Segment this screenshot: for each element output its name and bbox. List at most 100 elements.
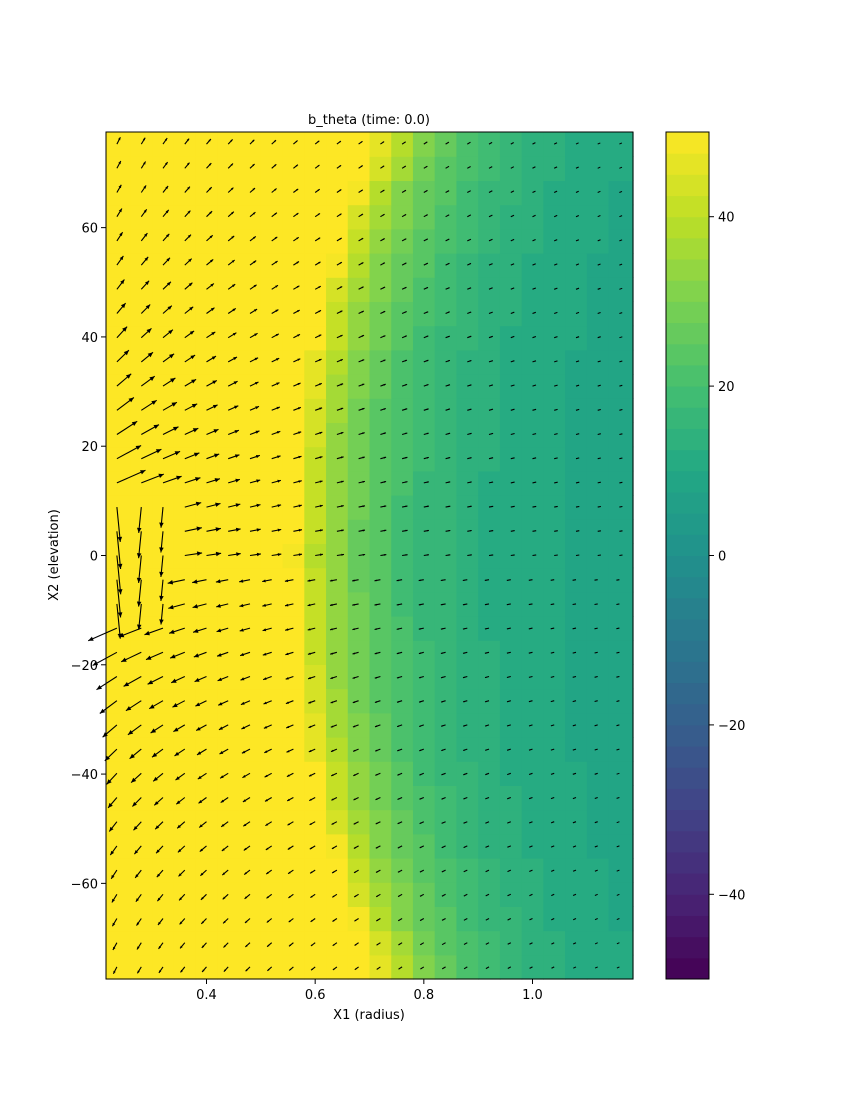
quiver-arrowhead [319,407,323,410]
colorbar-bands [666,132,709,980]
quiver-arrowhead [360,141,363,143]
heatmap-cell [586,737,610,762]
heatmap-cell [434,882,458,907]
quiver-arrowhead [154,801,159,806]
quiver-arrow [554,360,558,363]
quiver-arrowhead [360,165,363,168]
heatmap-cell [369,833,392,859]
quiver-arrow [619,457,623,460]
quiver-arrowhead [469,311,472,314]
heatmap-cell [195,761,218,786]
colorbar-band [666,767,709,789]
quiver-arrowhead [470,554,472,556]
quiver-arrowhead [491,505,494,508]
quiver-arrow [594,942,598,945]
quiver-arrowhead [275,285,278,288]
quiver-arrow [575,481,580,484]
quiver-arrow [507,918,512,921]
x-tick-label: 0.8 [413,988,434,1003]
quiver-arrowhead [146,328,152,334]
colorbar-band [666,788,709,811]
quiver-arrowhead [441,895,444,897]
quiver-arrowhead [376,871,378,873]
heatmap-cell [260,712,284,738]
quiver-arrowhead [220,799,225,803]
quiver-arrowhead [112,922,116,927]
quiver-arrowhead [119,232,123,237]
quiver-arrowhead [374,579,377,582]
quiver-arrowhead [462,628,465,630]
heatmap-cell [478,688,501,714]
heatmap-cell [130,156,153,181]
quiver-arrowhead [463,700,465,703]
heatmap-cell [412,616,436,641]
quiver-arrowhead [264,774,268,778]
quiver-arrowhead [193,653,199,658]
quiver-arrowhead [298,553,302,556]
quiver-arrow [550,651,555,654]
heatmap-cell [369,664,392,690]
quiver-arrowhead [441,773,444,775]
heatmap-cell [326,930,349,956]
quiver-arrow [619,481,623,484]
quiver-arrowhead [332,919,335,922]
heatmap-cell [304,954,327,980]
quiver-arrowhead [353,798,356,800]
quiver-arrowhead [339,141,341,143]
quiver-arrowhead [353,749,356,752]
heatmap-cell [543,809,566,835]
heatmap-cell [521,712,544,738]
quiver-arrowhead [243,847,247,851]
heatmap-cell [521,761,544,786]
heatmap-cell [347,809,371,835]
quiver-arrowhead [339,189,342,192]
heatmap-cell [173,567,197,593]
quiver-arrowhead [485,676,487,678]
quiver-arrow [554,311,558,315]
quiver-arrow [594,675,598,678]
heatmap-cell [391,567,414,593]
quiver-arrow [532,457,537,460]
quiver-arrow [616,724,620,727]
quiver-arrowhead [376,919,379,921]
quiver-arrow [619,336,623,339]
quiver-arrow [510,335,515,339]
quiver-arrowhead [441,676,443,678]
quiver-arrowhead [254,333,258,337]
heatmap-cell [369,954,392,980]
quiver-arrowhead [232,284,236,288]
quiver-arrowhead [196,526,202,531]
quiver-arrowhead [397,749,400,752]
heatmap-cell [456,712,479,738]
quiver-arrowhead [245,944,248,947]
quiver-arrowhead [332,895,335,898]
quiver-arrow [441,966,446,970]
quiver-arrowhead [397,773,400,776]
heatmap-cell [239,833,262,859]
quiver-arrowhead [298,528,302,532]
quiver-arrowhead [137,946,140,950]
quiver-arrowhead [484,652,487,654]
colorbar-band [666,195,709,218]
quiver-arrow [506,579,511,581]
quiver-arrow [485,893,490,897]
quiver-arrowhead [448,360,450,362]
heatmap-cell [369,737,392,762]
quiver-arrow [575,554,580,557]
heatmap-cell [282,567,305,593]
quiver-arrowhead [448,481,451,483]
heatmap-cell [499,858,523,883]
quiver-arrow [507,796,511,800]
heatmap-cell [434,591,458,617]
heatmap-cell [608,761,634,786]
heatmap-cell [260,761,284,786]
quiver-arrowhead [215,527,221,532]
quiver-arrow [616,603,620,606]
quiver-arrowhead [159,547,164,553]
quiver-arrowhead [485,725,487,727]
heatmap-cell [478,761,501,786]
quiver-arrowhead [178,873,182,877]
quiver-arrow [550,724,555,727]
quiver-arrowhead [176,475,182,481]
heatmap-cell [217,954,240,980]
